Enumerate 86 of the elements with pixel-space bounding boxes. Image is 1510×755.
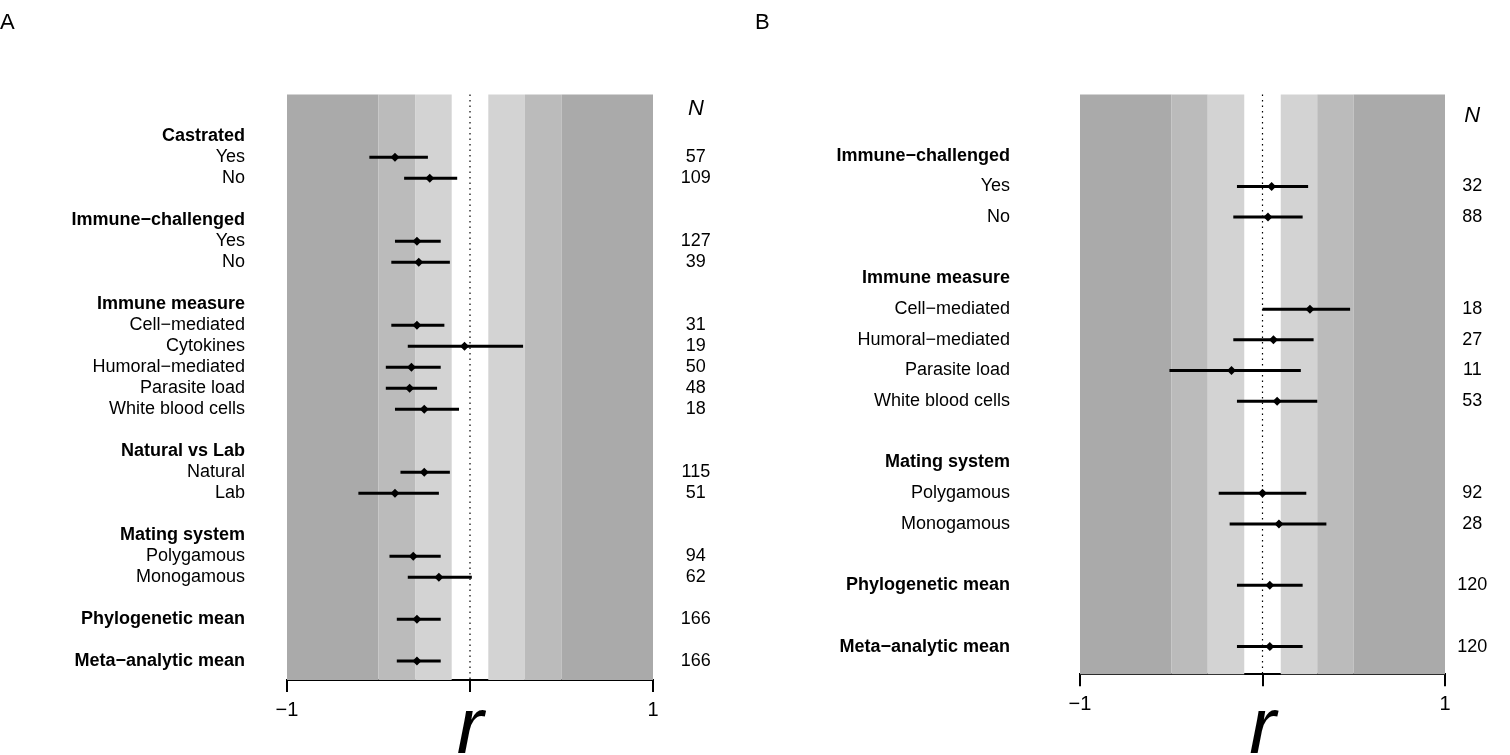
text: 27 [1462, 328, 1483, 349]
text: 51 [685, 482, 706, 503]
y-tick-label: Yes [215, 230, 245, 251]
point [414, 257, 424, 267]
y-tick-label: Mating system [119, 524, 245, 545]
y-tick-label: Meta−analytic mean [74, 650, 245, 671]
y-tick-label: Phylogenetic mean [80, 608, 245, 629]
text: N [687, 95, 704, 121]
y-tick-label: Cell−mediated [129, 314, 245, 335]
x-tick-label: −1 [1068, 691, 1092, 714]
y-tick-label: Humoral−mediated [857, 328, 1010, 349]
y-tick-label: Parasite load [904, 359, 1010, 380]
text: 32 [1462, 175, 1483, 196]
text: N [1464, 102, 1481, 127]
y-tick-label: Cytokines [165, 335, 245, 356]
x-axis-title: r [1249, 681, 1280, 755]
text: 31 [685, 314, 706, 335]
point [419, 404, 429, 414]
y-tick-label: Yes [215, 146, 245, 167]
point [390, 488, 400, 498]
x-tick-label: 1 [1439, 691, 1451, 714]
text: 127 [680, 230, 711, 251]
text: 28 [1462, 512, 1483, 533]
point [412, 656, 422, 666]
y-tick-label: No [221, 167, 245, 188]
point [1258, 488, 1267, 498]
y-tick-label: No [221, 251, 245, 272]
y-tick-label: Phylogenetic mean [845, 574, 1010, 595]
y-tick-label: Monogamous [135, 566, 245, 587]
point [1265, 580, 1275, 590]
text: 57 [685, 146, 706, 167]
y-tick-label: Immune−challenged [836, 144, 1010, 165]
y-tick-label: Immune−challenged [71, 209, 245, 230]
text: 50 [685, 356, 706, 377]
text: 18 [1462, 298, 1483, 319]
text: 39 [685, 251, 706, 272]
point [1274, 519, 1284, 529]
y-tick-label: No [986, 206, 1010, 227]
point [425, 173, 435, 183]
y-tick-label: Natural vs Lab [120, 440, 245, 461]
point [1263, 212, 1273, 222]
x-axis-title: r [456, 681, 487, 755]
point [408, 551, 418, 561]
text: 19 [685, 335, 706, 356]
y-tick-label: White blood cells [108, 398, 245, 419]
text: 166 [680, 608, 711, 629]
point [412, 614, 422, 624]
point [1272, 396, 1282, 406]
y-tick-label: Polygamous [145, 545, 245, 566]
y-tick-label: Immune measure [96, 293, 245, 314]
y-tick-label: Natural [186, 461, 245, 482]
text: 11 [1462, 359, 1482, 380]
y-tick-label: Castrated [161, 125, 245, 146]
point [419, 467, 429, 477]
y-tick-label: White blood cells [873, 390, 1010, 411]
text: 120 [1457, 635, 1488, 656]
point [434, 572, 444, 582]
x-tick-label: −1 [275, 697, 299, 720]
y-tick-label: Lab [214, 482, 245, 503]
text: A [0, 9, 15, 35]
point [390, 152, 400, 162]
text: 48 [685, 377, 706, 398]
y-tick-label: Yes [980, 175, 1010, 196]
text: 115 [681, 461, 711, 482]
text: 88 [1462, 206, 1483, 227]
point [412, 236, 422, 246]
text: 94 [685, 545, 706, 566]
x-tick-label: 1 [647, 697, 659, 720]
y-tick-label: Monogamous [900, 512, 1010, 533]
y-tick-label: Parasite load [139, 377, 245, 398]
text: 18 [685, 398, 706, 419]
text: 109 [680, 167, 711, 188]
y-tick-label: Mating system [884, 451, 1010, 472]
y-tick-label: Humoral−mediated [92, 356, 245, 377]
point [412, 320, 422, 330]
text: 62 [685, 566, 706, 587]
y-tick-label: Meta−analytic mean [839, 635, 1010, 656]
y-tick-label: Immune measure [861, 267, 1010, 288]
text: 53 [1462, 390, 1483, 411]
text: 166 [680, 650, 711, 671]
text: 120 [1457, 574, 1488, 595]
point [1305, 304, 1315, 314]
y-tick-label: Polygamous [910, 482, 1010, 503]
text: B [755, 9, 770, 35]
y-tick-label: Cell−mediated [894, 298, 1010, 319]
text: 92 [1462, 482, 1483, 503]
